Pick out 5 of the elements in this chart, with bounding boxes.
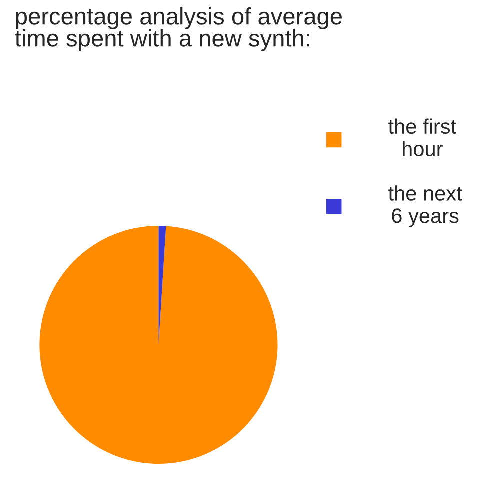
pie-slice [40,226,278,464]
legend-label: the first hour [388,118,456,156]
pie-slice [158,226,166,345]
chart-title: percentage analysis of average time spent with a new synth: [15,8,342,52]
legend-label: the next 6 years [388,186,462,228]
